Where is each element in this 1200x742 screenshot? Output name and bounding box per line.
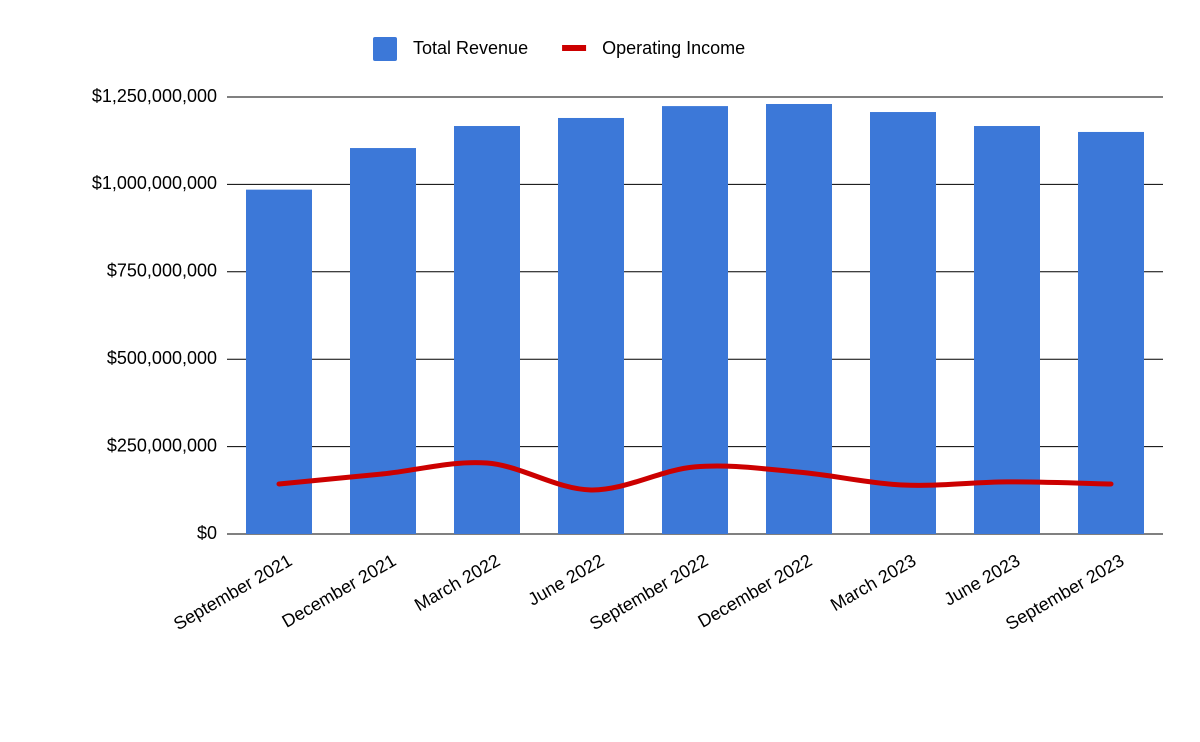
y-tick-label: $0 — [197, 523, 217, 543]
y-tick-label: $750,000,000 — [107, 261, 217, 281]
bar — [870, 112, 936, 534]
x-tick-label: September 2021 — [170, 550, 295, 634]
bar — [558, 117, 624, 534]
x-tick-label: December 2022 — [694, 550, 815, 631]
y-tick-label: $250,000,000 — [107, 435, 217, 455]
bar — [246, 189, 312, 535]
legend-swatch — [373, 37, 397, 61]
x-tick-label: September 2023 — [1002, 550, 1127, 634]
y-tick-label: $1,000,000,000 — [92, 173, 217, 193]
legend-label: Operating Income — [602, 38, 745, 58]
x-tick-label: September 2022 — [586, 550, 711, 634]
line — [276, 460, 1114, 493]
bar — [662, 106, 728, 534]
x-tick-label: December 2021 — [278, 550, 399, 631]
y-tick-label: $1,250,000,000 — [92, 86, 217, 106]
bar — [1078, 131, 1144, 534]
x-tick-label: March 2023 — [827, 550, 919, 615]
x-tick-label: March 2022 — [411, 550, 503, 615]
legend-label: Total Revenue — [413, 38, 528, 58]
y-tick-label: $500,000,000 — [107, 348, 217, 368]
x-tick-label: June 2022 — [525, 550, 608, 609]
bar — [974, 126, 1040, 535]
bar — [454, 126, 520, 535]
x-tick-label: June 2023 — [941, 550, 1024, 609]
bar — [766, 103, 832, 534]
